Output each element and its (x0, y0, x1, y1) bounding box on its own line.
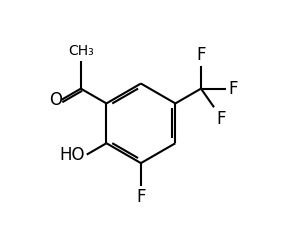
Text: HO: HO (59, 146, 85, 164)
Text: F: F (216, 110, 226, 127)
Text: F: F (196, 46, 206, 64)
Text: F: F (228, 80, 238, 98)
Text: O: O (50, 91, 63, 109)
Text: CH₃: CH₃ (68, 44, 94, 58)
Text: F: F (136, 188, 146, 206)
